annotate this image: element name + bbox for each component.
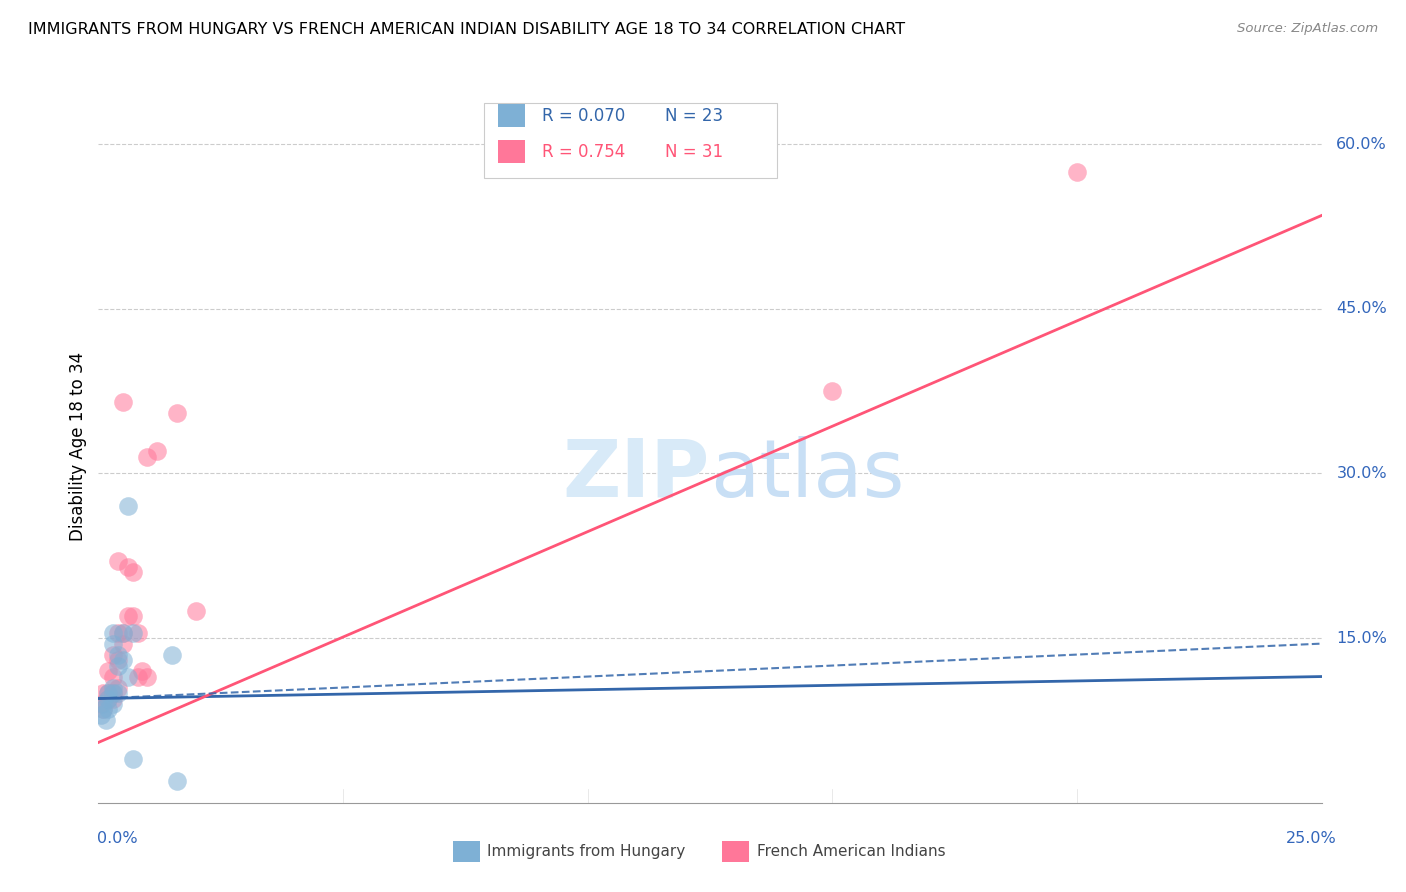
Point xyxy=(97,686,120,700)
Point xyxy=(101,625,124,640)
FancyBboxPatch shape xyxy=(484,103,778,178)
Point xyxy=(111,395,134,409)
Point xyxy=(821,384,844,398)
Text: 45.0%: 45.0% xyxy=(1336,301,1388,317)
Text: 15.0%: 15.0% xyxy=(1336,631,1388,646)
Point xyxy=(101,648,124,662)
FancyBboxPatch shape xyxy=(498,140,526,163)
Point xyxy=(101,637,124,651)
Point xyxy=(127,669,149,683)
Point xyxy=(127,625,149,640)
Point xyxy=(107,625,129,640)
Point xyxy=(1066,164,1088,178)
Point xyxy=(107,681,129,695)
Text: 60.0%: 60.0% xyxy=(1336,136,1388,152)
Point xyxy=(111,653,134,667)
Text: 0.0%: 0.0% xyxy=(97,831,138,847)
Point xyxy=(101,681,124,695)
FancyBboxPatch shape xyxy=(723,840,749,862)
Point xyxy=(117,669,139,683)
Point xyxy=(97,664,120,678)
Point xyxy=(160,648,183,662)
Point xyxy=(101,697,124,711)
Point xyxy=(117,500,139,514)
Point xyxy=(117,609,139,624)
Point xyxy=(91,697,114,711)
FancyBboxPatch shape xyxy=(453,840,479,862)
Point xyxy=(91,702,114,716)
Point xyxy=(97,686,120,700)
Point xyxy=(166,406,188,420)
Point xyxy=(97,702,120,716)
Text: IMMIGRANTS FROM HUNGARY VS FRENCH AMERICAN INDIAN DISABILITY AGE 18 TO 34 CORREL: IMMIGRANTS FROM HUNGARY VS FRENCH AMERIC… xyxy=(28,22,905,37)
Point xyxy=(107,658,129,673)
Point xyxy=(101,686,124,700)
Point xyxy=(111,625,134,640)
Point xyxy=(136,669,159,683)
Point xyxy=(107,653,129,667)
Point xyxy=(101,686,124,700)
Text: ZIP: ZIP xyxy=(562,435,710,514)
Point xyxy=(94,714,117,728)
Point xyxy=(107,554,129,568)
Point xyxy=(121,609,143,624)
Y-axis label: Disability Age 18 to 34: Disability Age 18 to 34 xyxy=(69,351,87,541)
Point xyxy=(101,691,124,706)
Text: 30.0%: 30.0% xyxy=(1336,466,1386,481)
Point xyxy=(97,691,120,706)
Point xyxy=(101,669,124,683)
Point xyxy=(97,691,120,706)
Text: Source: ZipAtlas.com: Source: ZipAtlas.com xyxy=(1237,22,1378,36)
Point xyxy=(166,773,188,788)
Point xyxy=(107,686,129,700)
Point xyxy=(91,702,114,716)
Point xyxy=(90,708,112,723)
Point xyxy=(111,637,134,651)
FancyBboxPatch shape xyxy=(498,103,526,128)
Text: R = 0.754: R = 0.754 xyxy=(543,143,626,161)
Text: N = 31: N = 31 xyxy=(665,143,723,161)
Point xyxy=(111,625,134,640)
Point xyxy=(121,625,143,640)
Text: atlas: atlas xyxy=(710,435,904,514)
Point xyxy=(131,664,153,678)
Point xyxy=(146,444,169,458)
Point xyxy=(121,752,143,766)
Point xyxy=(107,648,129,662)
Text: N = 23: N = 23 xyxy=(665,107,723,125)
Point xyxy=(136,450,159,464)
Point xyxy=(91,686,114,700)
Text: French American Indians: French American Indians xyxy=(756,844,945,859)
Point xyxy=(121,566,143,580)
Text: Immigrants from Hungary: Immigrants from Hungary xyxy=(488,844,686,859)
Point xyxy=(117,559,139,574)
Point xyxy=(90,697,112,711)
Point xyxy=(186,604,208,618)
Text: R = 0.070: R = 0.070 xyxy=(543,107,626,125)
Text: 25.0%: 25.0% xyxy=(1285,831,1336,847)
